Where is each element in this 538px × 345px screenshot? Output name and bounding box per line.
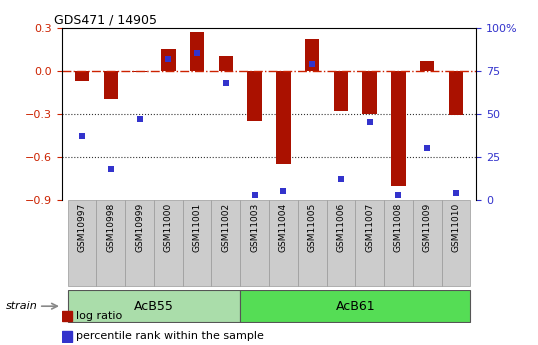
Text: GSM10997: GSM10997 [77,203,87,252]
Bar [154,200,183,286]
Bar [161,49,175,71]
Bar [449,71,463,115]
Bar [125,200,154,286]
Bar [305,39,320,71]
Text: GDS471 / 14905: GDS471 / 14905 [54,13,157,27]
Text: AcB55: AcB55 [134,300,174,313]
Text: AcB61: AcB61 [336,300,375,313]
Text: GSM11006: GSM11006 [336,203,345,252]
Bar [247,71,262,121]
Bar [183,200,211,286]
Bar [276,71,291,164]
Bar [413,200,442,286]
Bar [298,200,327,286]
Bar [211,200,240,286]
Text: GSM11004: GSM11004 [279,203,288,252]
Bar [190,32,204,71]
Text: GSM11010: GSM11010 [451,203,461,252]
Bar [240,200,269,286]
Bar [218,56,233,71]
Text: strain: strain [5,301,37,311]
Bar [355,200,384,286]
Bar [363,71,377,114]
Bar [96,200,125,286]
Text: GSM10998: GSM10998 [107,203,115,252]
Bar [384,200,413,286]
Text: percentile rank within the sample: percentile rank within the sample [76,332,264,341]
Bar [334,71,348,111]
Text: GSM11003: GSM11003 [250,203,259,252]
Text: GSM11008: GSM11008 [394,203,403,252]
Bar [420,61,434,71]
Text: GSM11002: GSM11002 [221,203,230,252]
Bar [269,200,298,286]
Text: GSM11000: GSM11000 [164,203,173,252]
Text: GSM10999: GSM10999 [135,203,144,252]
Bar [391,71,406,186]
Bar [132,71,147,72]
Bar [75,71,89,81]
Bar [104,71,118,99]
Text: GSM11005: GSM11005 [308,203,317,252]
Bar [68,200,96,286]
Bar [442,200,470,286]
Text: GSM11001: GSM11001 [193,203,202,252]
Bar [240,290,470,322]
Bar [327,200,355,286]
Bar [68,290,240,322]
Text: GSM11007: GSM11007 [365,203,374,252]
Bar [62,310,72,321]
Text: GSM11009: GSM11009 [423,203,431,252]
Bar [62,331,72,342]
Text: log ratio: log ratio [76,311,123,321]
